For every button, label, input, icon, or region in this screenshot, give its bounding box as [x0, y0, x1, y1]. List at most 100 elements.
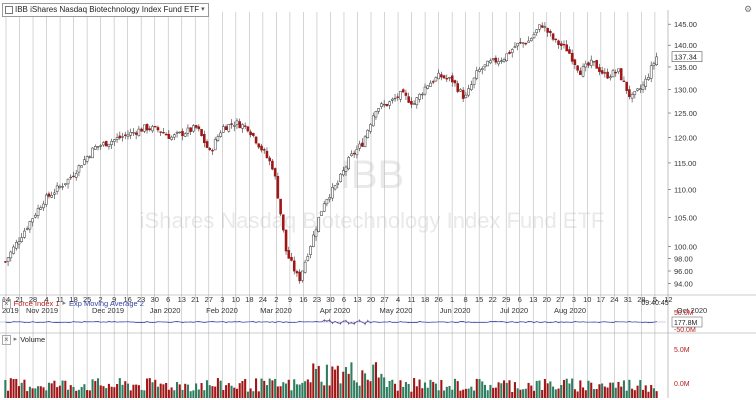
volume-bar [154, 379, 157, 398]
candle-up [426, 85, 430, 89]
candle-up [470, 84, 473, 90]
volume-bar [263, 380, 266, 398]
volume-bar [225, 385, 228, 398]
volume-bar [323, 385, 326, 398]
volume-bar [353, 380, 356, 398]
candle-down [603, 72, 607, 74]
close-icon[interactable]: × [2, 299, 11, 309]
candle-down [385, 103, 389, 107]
candle-up [23, 230, 26, 238]
last-price-tag: 137.34 [674, 53, 697, 62]
candle-up [630, 94, 634, 99]
volume-bar [80, 387, 83, 398]
volume-bar [440, 380, 443, 398]
candle-up [521, 42, 525, 44]
date-label: 2 [99, 295, 103, 304]
volume-bar [492, 387, 495, 398]
volume-bar [20, 382, 23, 398]
force-axis-label: 50.0M [674, 310, 694, 317]
candle-up [44, 194, 48, 205]
candle-up [85, 156, 89, 162]
volume-bar [355, 382, 358, 398]
volume-bar [394, 383, 397, 398]
volume-bar [388, 380, 391, 398]
volume-bar [203, 390, 206, 398]
volume-bar [126, 383, 130, 398]
candle-up [589, 59, 593, 66]
volume-bar [67, 389, 70, 398]
volume-bar [527, 382, 530, 398]
date-label: 21 [15, 295, 23, 304]
volume-bar [508, 380, 511, 398]
volume-bar [579, 380, 582, 398]
candle-up [129, 132, 132, 136]
volume-bar [625, 390, 628, 398]
candle-down [625, 81, 628, 91]
volume-bar [9, 378, 12, 398]
candle-down [224, 126, 228, 131]
date-label: 29 [502, 295, 510, 304]
checkbox-icon[interactable] [5, 6, 13, 14]
candle-down [273, 168, 277, 177]
volume-bar [274, 378, 277, 398]
chevron-down-icon[interactable]: ▾ [201, 6, 205, 13]
ema-name[interactable]: Exp Moving Average 2 [69, 299, 144, 308]
date-label: 2 [274, 295, 278, 304]
volume-bar [415, 386, 418, 398]
force-index-name[interactable]: Force Index 1 [13, 299, 60, 308]
candle-down [200, 129, 203, 137]
volume-bar [535, 380, 538, 398]
volume-bar [552, 386, 555, 398]
candle-down [622, 80, 626, 82]
candle-up [55, 185, 59, 192]
price-label: 125.00 [674, 109, 697, 118]
candle-down [145, 124, 149, 131]
volume-bar [478, 379, 481, 398]
candle-up [183, 133, 187, 137]
volume-name[interactable]: Volume [20, 335, 46, 344]
candle-up [328, 197, 331, 200]
candle-up [366, 129, 370, 138]
volume-bar [641, 389, 645, 398]
candle-down [587, 62, 590, 66]
volume-bar [197, 389, 200, 398]
volume-bar [113, 387, 116, 398]
date-label: 27 [380, 295, 388, 304]
volume-bar [560, 384, 563, 398]
date-label: 27 [556, 295, 564, 304]
volume-bar [549, 381, 552, 398]
candle-down [265, 150, 269, 158]
volume-bar [276, 386, 279, 398]
close-icon[interactable]: × [2, 335, 11, 345]
volume-bar [350, 362, 353, 398]
volume-bar [45, 390, 48, 398]
candle-down [140, 128, 143, 132]
date-label: 8 [464, 295, 468, 304]
volume-bar [470, 386, 473, 398]
volume-axis-label: 0.0M [674, 381, 690, 388]
candle-up [192, 125, 195, 132]
month-label: 2019 [2, 306, 19, 315]
candle-up [312, 234, 315, 247]
gear-icon[interactable]: ⚙ [743, 4, 753, 14]
volume-bar [246, 391, 249, 398]
candle-down [257, 143, 261, 148]
candle-up [309, 246, 312, 256]
candle-up [516, 42, 519, 47]
candle-up [69, 176, 73, 179]
candle-up [99, 145, 103, 147]
volume-bar [58, 385, 61, 398]
symbol-selector[interactable]: IBB iShares Nasdaq Biotechnology Index F… [2, 3, 209, 17]
volume-bar [421, 388, 424, 398]
candle-up [641, 84, 645, 90]
volume-bar [148, 378, 151, 398]
volume-bar [7, 390, 10, 398]
candle-up [371, 115, 375, 127]
volume-bar [486, 390, 489, 398]
volume-bar [464, 388, 467, 398]
time-stamp: 09:40:45 [641, 300, 668, 307]
volume-bar [407, 383, 410, 398]
volume-header: × ▸ Volume [2, 335, 45, 345]
volume-bar [325, 364, 328, 398]
